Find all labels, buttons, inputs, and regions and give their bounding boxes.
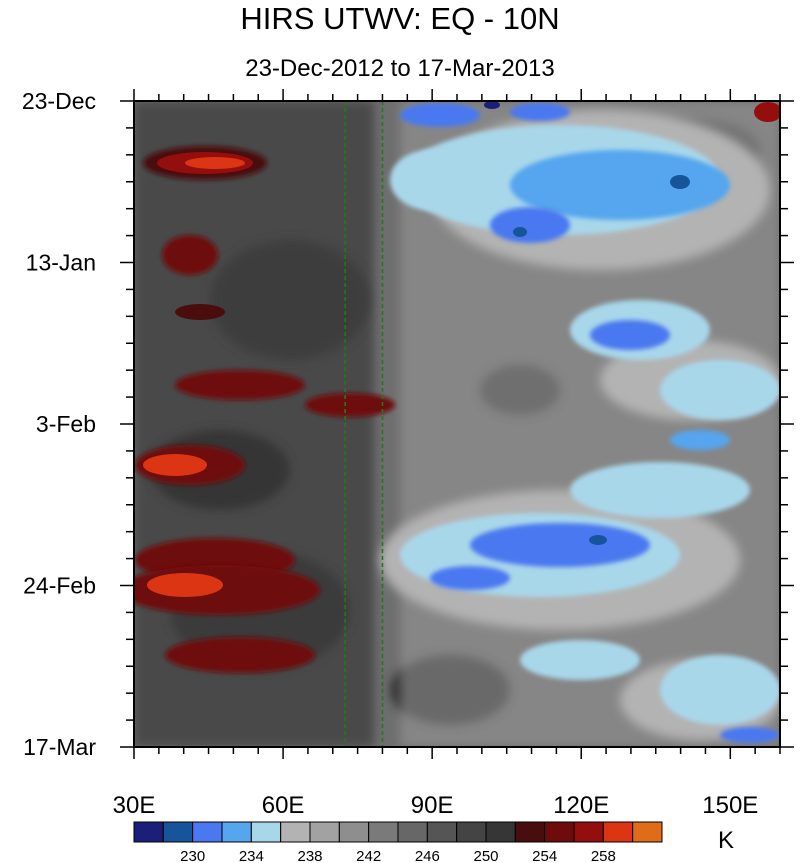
field-very-moist-region <box>430 566 510 590</box>
field-dry-region <box>147 573 223 597</box>
field-very-moist-region <box>490 207 570 243</box>
field-moist-core <box>589 535 607 545</box>
field-dry-region <box>162 235 218 275</box>
field-moist-core <box>484 101 500 109</box>
field-dry-region <box>143 454 207 476</box>
y-tick-label: 24-Feb <box>23 573 96 599</box>
colorbar-swatch <box>280 821 311 843</box>
colorbar-swatch <box>221 821 252 843</box>
field-moist-region <box>390 150 470 210</box>
field-dry-region <box>165 637 315 673</box>
contour-field <box>134 101 780 747</box>
field-dark-patch <box>210 240 370 360</box>
field-very-moist-region <box>510 103 570 121</box>
y-tick-label: 3-Feb <box>36 411 96 437</box>
colorbar-label: 234 <box>239 848 264 863</box>
field-very-moist-region <box>720 727 780 743</box>
field-dry-region <box>305 393 395 417</box>
field-moist-region <box>520 640 640 680</box>
field-dry-region <box>134 565 320 615</box>
colorbar-swatch <box>250 821 282 843</box>
field-very-moist-region <box>400 103 480 127</box>
colorbar-swatch <box>309 821 340 843</box>
x-tick-label: 90E <box>411 792 454 819</box>
colorbar-swatch <box>133 821 164 843</box>
chart-subtitle: 23-Dec-2012 to 17-Mar-2013 <box>245 55 555 82</box>
colorbar-swatch <box>426 821 458 843</box>
x-tick-label: 30E <box>113 792 156 819</box>
colorbar-label: 250 <box>473 848 498 863</box>
field-moist-core <box>513 227 527 237</box>
colorbar-label: 242 <box>356 848 381 863</box>
x-tick-label: 60E <box>262 792 305 819</box>
x-tick-label: 150E <box>702 792 758 819</box>
colorbar-swatch <box>162 821 194 843</box>
colorbar: 230 234 238 242 246 250 254 258 <box>133 821 663 863</box>
colorbar-swatch <box>368 821 399 843</box>
y-tick-label: 13-Jan <box>26 250 96 276</box>
colorbar-units: K <box>718 827 735 854</box>
field-moist-region <box>660 655 780 725</box>
field-dry-region <box>754 102 780 122</box>
colorbar-swatch <box>544 821 575 843</box>
field-very-moist-region <box>470 523 650 567</box>
field-very-moist-region <box>590 320 670 350</box>
field-dry-region <box>175 304 225 320</box>
colorbar-label: 254 <box>532 848 557 863</box>
field-moist-region <box>660 360 780 420</box>
colorbar-swatch <box>485 821 516 843</box>
y-tick-label: 17-Mar <box>23 734 96 760</box>
colorbar-swatch <box>632 821 663 843</box>
colorbar-swatch <box>338 821 370 843</box>
y-tick-label: 23-Dec <box>22 88 96 114</box>
colorbar-swatch <box>573 821 604 843</box>
field-very-moist-region <box>670 430 730 450</box>
field-very-moist-region <box>510 150 730 220</box>
colorbar-swatch <box>397 821 428 843</box>
colorbar-label: 238 <box>297 848 322 863</box>
colorbar-label: 230 <box>180 848 205 863</box>
chart-title: HIRS UTWV: EQ - 10N <box>240 1 560 36</box>
field-moist-region <box>570 462 750 518</box>
colorbar-swatch <box>514 821 546 843</box>
colorbar-label: 258 <box>591 848 616 863</box>
colorbar-label: 246 <box>415 848 440 863</box>
field-dry-region <box>185 157 245 169</box>
axes: 30E 60E 90E 120E 150E 23-Dec 13-Jan 3-Feb 24-Feb… <box>22 88 794 819</box>
colorbar-swatch <box>192 821 223 843</box>
colorbar-swatch <box>456 821 487 843</box>
x-tick-label: 120E <box>553 792 609 819</box>
field-dry-region <box>175 370 305 400</box>
colorbar-swatch <box>602 821 634 843</box>
field-moist-core <box>670 175 690 189</box>
